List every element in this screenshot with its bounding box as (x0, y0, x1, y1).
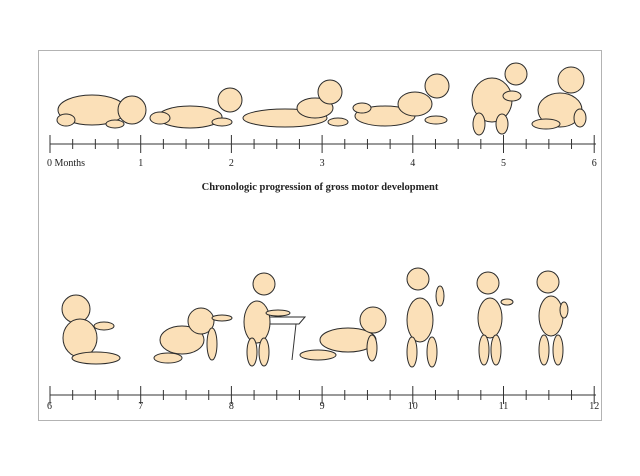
figure-stands-alone (476, 271, 514, 366)
figure-rolls-over (471, 62, 528, 136)
figure-lifts-head-prone (149, 87, 243, 129)
figure-newborn-curled-prone (56, 94, 147, 129)
figure-walks-alone (536, 270, 569, 366)
top-month-label: 6 (591, 158, 597, 169)
top-month-label: 2 (228, 158, 234, 169)
bottom-month-label: 11 (498, 401, 509, 412)
bottom-month-label: 8 (228, 401, 234, 412)
top-month-label: 1 (138, 158, 144, 169)
top-month-label: 3 (319, 158, 325, 169)
diagram-title: Chronologic progression of gross motor d… (201, 182, 439, 193)
top-month-label: 4 (410, 158, 416, 169)
bottom-month-label: 10 (407, 401, 418, 412)
bottom-month-label: 7 (138, 401, 144, 412)
figure-crawls (299, 306, 387, 362)
figure-sits-with-support (531, 66, 587, 130)
bottom-month-label: 12 (589, 401, 600, 412)
bottom-timeline-axis (49, 386, 596, 404)
figure-sits-unsupported (61, 294, 121, 365)
bottom-month-label: 9 (319, 401, 325, 412)
top-month-label: 5 (501, 158, 506, 169)
figure-raises-head-and-chest (242, 79, 349, 128)
top-timeline-axis (49, 135, 596, 153)
top-month-label: 0 Months (47, 158, 86, 169)
bottom-month-label: 6 (47, 401, 52, 412)
figure-creeps-on-hands-and-knees (153, 307, 233, 364)
figure-walks-with-help (406, 267, 445, 368)
figure-props-on-forearms (352, 73, 450, 127)
figure-pulls-to-stand (243, 272, 307, 367)
